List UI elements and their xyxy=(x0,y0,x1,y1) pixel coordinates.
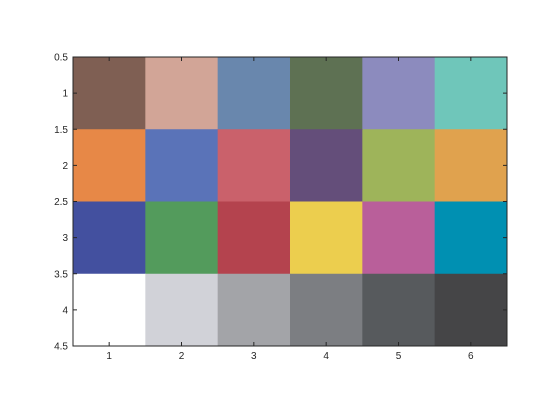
y-tick-label: 1.5 xyxy=(54,125,68,136)
cell-r1-c2 xyxy=(145,57,219,130)
x-tick-label: 2 xyxy=(179,351,185,362)
cell-r2-c2 xyxy=(145,129,219,202)
y-tick-label: 1 xyxy=(62,89,68,100)
cell-r3-c3 xyxy=(217,201,291,275)
cell-r4-c1 xyxy=(73,273,146,347)
cells-layer xyxy=(73,57,508,347)
cell-r1-c4 xyxy=(290,57,363,130)
cell-r3-c1 xyxy=(73,201,146,275)
x-tick-label: 5 xyxy=(396,351,402,362)
x-tick-label: 6 xyxy=(468,351,474,362)
y-tick-label: 3 xyxy=(62,233,68,244)
cell-r1-c3 xyxy=(217,57,291,130)
cell-r1-c6 xyxy=(434,57,508,130)
x-tick-label: 1 xyxy=(106,351,112,362)
cell-r4-c5 xyxy=(362,273,436,347)
x-tick-label: 4 xyxy=(323,351,329,362)
cell-r3-c4 xyxy=(290,201,363,275)
y-tick-label: 2 xyxy=(62,161,68,172)
y-tick-label: 2.5 xyxy=(54,197,68,208)
cell-r3-c2 xyxy=(145,201,219,275)
y-tick-label: 3.5 xyxy=(54,269,68,280)
cell-r4-c6 xyxy=(434,273,508,347)
cell-r2-c3 xyxy=(217,129,291,202)
labels-layer: 1 2 3 4 5 6 0.5 1 1.5 2 2.5 3 3.5 4 4.5 xyxy=(54,53,474,363)
cell-r2-c6 xyxy=(434,129,508,202)
y-tick-label: 0.5 xyxy=(54,53,68,64)
y-tick-label: 4 xyxy=(62,305,68,316)
cell-r2-c1 xyxy=(73,129,146,202)
cell-r2-c5 xyxy=(362,129,436,202)
cell-r2-c4 xyxy=(290,129,363,202)
cell-r1-c1 xyxy=(73,57,146,130)
cell-r3-c5 xyxy=(362,201,436,275)
y-tick-label: 4.5 xyxy=(54,342,68,353)
cell-r3-c6 xyxy=(434,201,508,275)
cell-r4-c3 xyxy=(217,273,291,347)
x-tick-label: 3 xyxy=(251,351,257,362)
cell-r1-c5 xyxy=(362,57,436,130)
cell-r4-c2 xyxy=(145,273,219,347)
cell-r4-c4 xyxy=(290,273,363,347)
ticks-layer xyxy=(73,56,507,347)
